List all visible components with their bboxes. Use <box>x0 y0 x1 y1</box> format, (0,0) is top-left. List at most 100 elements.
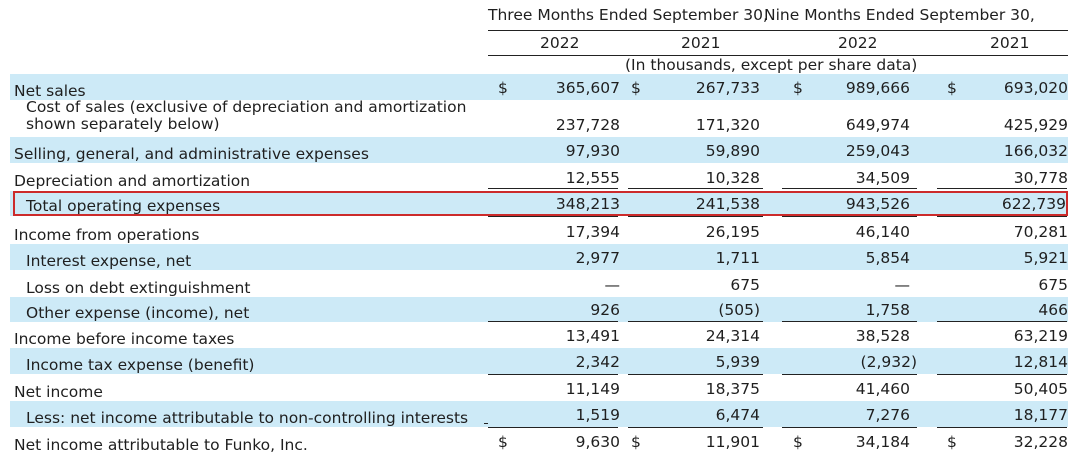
value-cell: 18,177 <box>1013 406 1068 424</box>
subtotal-rule <box>782 374 917 375</box>
value-cell: 12,814 <box>1013 353 1068 371</box>
subtotal-rule <box>628 188 763 189</box>
row-cost-of-sales: Cost of sales (exclusive of depreciation… <box>10 98 1068 137</box>
value-cell: 7,276 <box>865 406 910 424</box>
value-cell: 12,555 <box>565 169 620 187</box>
currency-symbol: $ <box>631 433 641 451</box>
label-underline <box>484 423 488 424</box>
value-cell: 466 <box>1038 301 1068 319</box>
subtotal-rule <box>628 374 763 375</box>
row-label: Depreciation and amortization <box>14 172 251 190</box>
row-label: Interest expense, net <box>26 252 192 270</box>
subtotal-rule <box>628 216 763 217</box>
row-net-sales: Net sales $ 365,607 $ 267,733 $ 989,666 … <box>10 74 1068 100</box>
row-label: Income tax expense (benefit) <box>26 356 255 374</box>
row-label: Net income attributable to Funko, Inc. <box>14 436 308 454</box>
year-col-4: 2021 <box>990 34 1030 52</box>
row-depreciation: Depreciation and amortization 12,555 10,… <box>10 163 1068 190</box>
value-cell: — <box>604 276 621 294</box>
value-cell: 675 <box>1038 276 1068 294</box>
value-cell: 32,228 <box>1013 433 1068 451</box>
row-label: Less: net income attributable to non-con… <box>26 409 469 427</box>
row-label: Cost of sales (exclusive of depreciation… <box>26 98 467 116</box>
value-cell: 2,342 <box>575 353 620 371</box>
value-cell: 1,758 <box>865 301 910 319</box>
row-loss-on-debt: Loss on debt extinguishment — 675 — 675 <box>10 270 1068 297</box>
value-cell: 46,140 <box>855 223 910 241</box>
value-cell: 59,890 <box>705 142 760 160</box>
row-sga: Selling, general, and administrative exp… <box>10 137 1068 163</box>
subtotal-rule <box>782 427 917 428</box>
subtotal-rule <box>937 321 1067 322</box>
subtotal-rule <box>488 216 618 217</box>
value-cell: (2,932) <box>860 353 917 371</box>
row-non-controlling-interests: Less: net income attributable to non-con… <box>10 401 1068 427</box>
year-col-2: 2021 <box>681 34 721 52</box>
value-cell: 989,666 <box>845 79 910 97</box>
value-cell: 926 <box>590 301 620 319</box>
value-cell: 38,528 <box>855 327 910 345</box>
row-label: Net income <box>14 383 103 401</box>
row-income-before-taxes: Income before income taxes 13,491 24,314… <box>10 322 1068 348</box>
value-cell: 649,974 <box>845 116 910 134</box>
subtotal-rule <box>937 374 1067 375</box>
row-label-continued: shown separately below) <box>26 115 220 133</box>
value-cell: 622,739 <box>1001 195 1066 213</box>
header-three-months: Three Months Ended September 30, <box>488 6 768 24</box>
value-cell: 11,901 <box>705 433 760 451</box>
subtotal-rule <box>488 188 618 189</box>
row-label: Income from operations <box>14 226 200 244</box>
year-col-1: 2022 <box>540 34 580 52</box>
subtotal-rule <box>782 188 917 189</box>
subtotal-rule <box>488 321 618 322</box>
row-income-tax-expense: Income tax expense (benefit) 2,342 5,939… <box>10 348 1068 374</box>
currency-symbol: $ <box>947 79 957 97</box>
row-label: Selling, general, and administrative exp… <box>14 145 369 163</box>
subtotal-rule <box>937 216 1067 217</box>
value-cell: 425,929 <box>1003 116 1068 134</box>
value-cell: 41,460 <box>855 380 910 398</box>
year-col-3: 2022 <box>838 34 878 52</box>
value-cell: 1,711 <box>715 249 760 267</box>
currency-symbol: $ <box>631 79 641 97</box>
value-cell: 9,630 <box>575 433 620 451</box>
row-label: Other expense (income), net <box>26 304 250 322</box>
row-other-expense: Other expense (income), net 926 (505) 1,… <box>10 297 1068 322</box>
row-label: Net sales <box>14 82 86 100</box>
value-cell: 166,032 <box>1003 142 1068 160</box>
value-cell: 34,184 <box>855 433 910 451</box>
row-label: Loss on debt extinguishment <box>26 279 251 297</box>
header-rule-years <box>488 55 1068 56</box>
row-income-from-operations: Income from operations 17,394 26,195 46,… <box>10 218 1068 244</box>
subtotal-rule <box>628 427 763 428</box>
currency-symbol: $ <box>793 433 803 451</box>
row-interest-expense: Interest expense, net 2,977 1,711 5,854 … <box>10 244 1068 270</box>
subtotal-rule <box>628 321 763 322</box>
value-cell: 675 <box>730 276 760 294</box>
units-note: (In thousands, except per share data) <box>625 56 918 74</box>
value-cell: 26,195 <box>705 223 760 241</box>
value-cell: 97,930 <box>565 142 620 160</box>
value-cell: 348,213 <box>555 195 620 213</box>
value-cell: 11,149 <box>565 380 620 398</box>
currency-symbol: $ <box>498 433 508 451</box>
currency-symbol: $ <box>947 433 957 451</box>
header-nine-months: Nine Months Ended September 30, <box>764 6 1035 24</box>
row-net-income: Net income 11,149 18,375 41,460 50,405 <box>10 375 1068 401</box>
value-cell: 241,538 <box>695 195 760 213</box>
row-net-income-funko: Net income attributable to Funko, Inc. $… <box>10 428 1068 457</box>
value-cell: 34,509 <box>855 169 910 187</box>
value-cell: 6,474 <box>715 406 760 424</box>
value-cell: 5,939 <box>715 353 760 371</box>
subtotal-rule <box>782 321 917 322</box>
value-cell: 17,394 <box>565 223 620 241</box>
value-cell: 50,405 <box>1013 380 1068 398</box>
value-cell: 943,526 <box>845 195 910 213</box>
value-cell: 10,328 <box>705 169 760 187</box>
subtotal-rule <box>782 216 917 217</box>
header-rule-top <box>488 30 1068 31</box>
value-cell: 63,219 <box>1013 327 1068 345</box>
row-total-operating-expenses: Total operating expenses 348,213 241,538… <box>10 191 1068 216</box>
value-cell: 259,043 <box>845 142 910 160</box>
value-cell: 5,921 <box>1023 249 1068 267</box>
